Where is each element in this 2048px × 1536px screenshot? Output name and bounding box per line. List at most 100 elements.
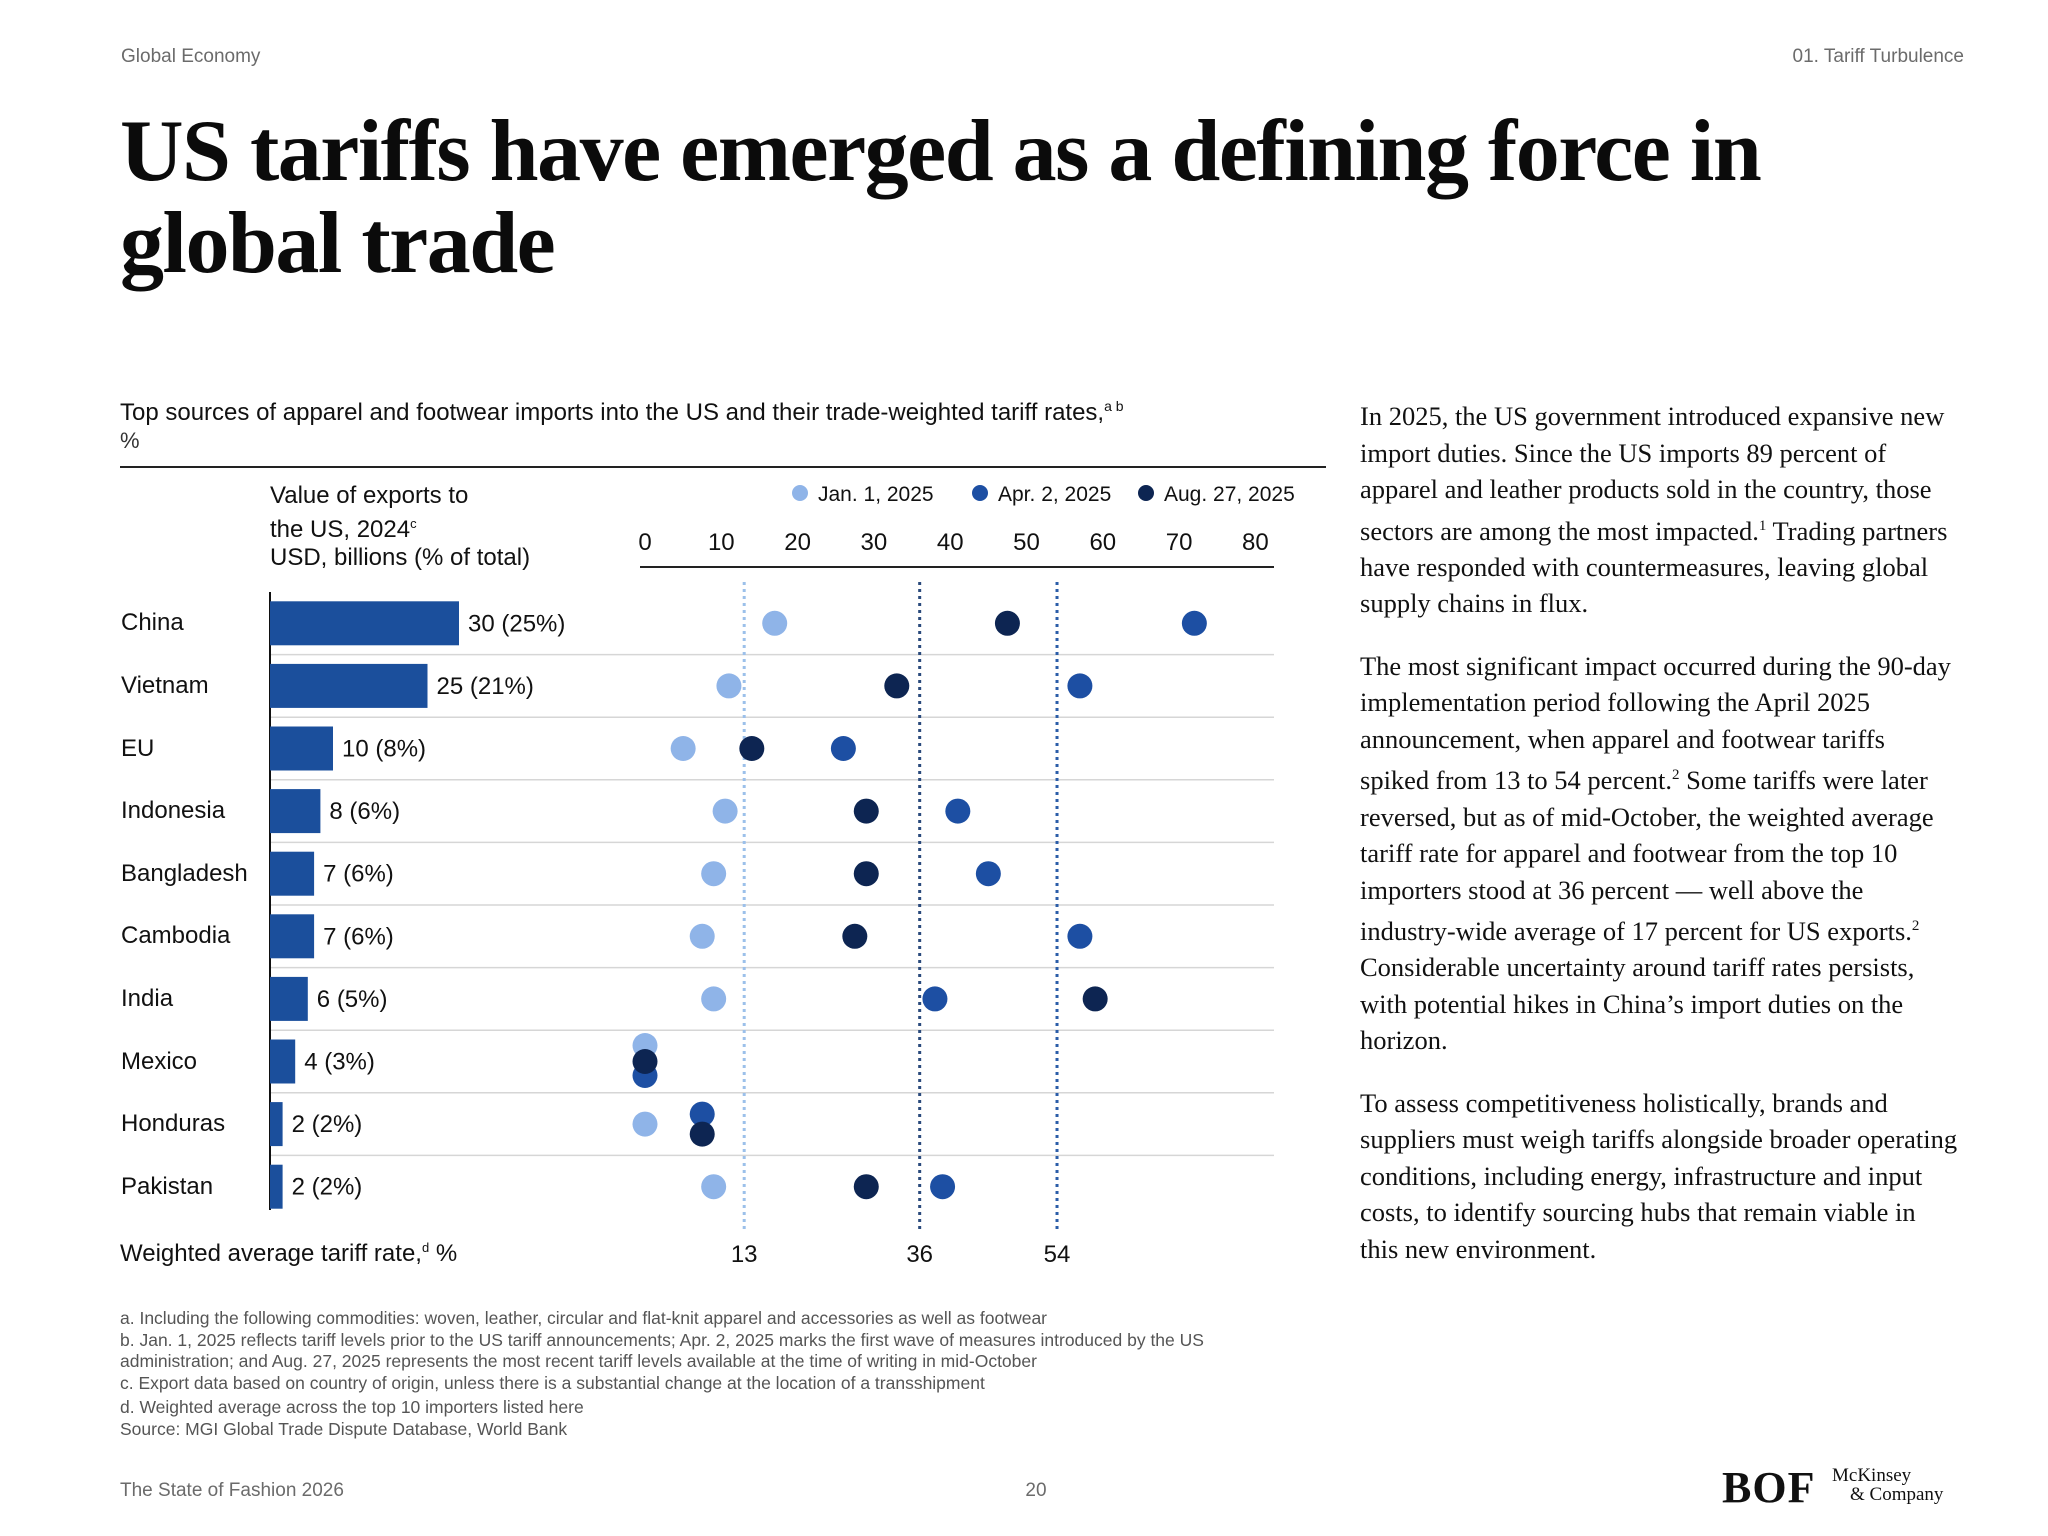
x-tick-label-80: 80 — [1242, 529, 1269, 556]
export-bar-india — [270, 976, 308, 1021]
legend-label-apr-2-2025: Apr. 2, 2025 — [998, 483, 1111, 506]
export-value-label-eu: 10 (8%) — [342, 736, 426, 763]
export-bar-vietnam — [270, 663, 428, 708]
footnote-source: Source: MGI Global Trade Dispute Databas… — [120, 1418, 568, 1439]
chapter-label: 01. Tariff Turbulence — [1792, 46, 1964, 67]
tariff-dot-honduras-jan-1-2025 — [632, 1111, 658, 1137]
export-value-label-mexico: 4 (3%) — [304, 1049, 375, 1076]
export-bar-cambodia — [270, 914, 315, 959]
tariff-dot-honduras-aug-27-2025 — [689, 1121, 715, 1147]
chart-unit: % — [120, 428, 140, 453]
tariff-dot-pakistan-apr-2-2025 — [930, 1174, 956, 1200]
weighted-average-value-36: 36 — [906, 1241, 933, 1268]
paragraph-2: The most significant impact occurred dur… — [1360, 650, 1951, 1056]
export-bar-honduras — [270, 1102, 283, 1147]
value-header-line-3: USD, billions (% of total) — [270, 544, 531, 571]
tariff-dot-indonesia-apr-2-2025 — [945, 798, 971, 824]
tariff-dot-mexico-aug-27-2025 — [632, 1049, 658, 1074]
tariff-dot-vietnam-apr-2-2025 — [1067, 673, 1093, 699]
weighted-average-label: Weighted average tariff rate,d % — [120, 1240, 458, 1267]
paragraph-1-footnote-ref: 1 — [1758, 517, 1767, 534]
body-text: In 2025, the US government introduced ex… — [1360, 398, 1960, 1293]
tariff-dot-pakistan-jan-1-2025 — [701, 1174, 727, 1200]
export-value-label-china: 30 (25%) — [468, 610, 565, 637]
chart-top-rule — [120, 466, 1326, 468]
tariff-dot-bangladesh-jan-1-2025 — [701, 861, 727, 887]
tariff-dot-indonesia-jan-1-2025 — [712, 798, 738, 824]
paragraph-3: To assess competitiveness holistically, … — [1360, 1087, 1958, 1264]
tariff-dot-honduras-apr-2-2025 — [689, 1101, 715, 1127]
chart-title-footnote-ref: a b — [1104, 398, 1124, 414]
paragraph-2-footnote-ref-1: 2 — [1672, 767, 1680, 784]
country-label-vietnam: Vietnam — [121, 671, 209, 699]
tariff-dot-vietnam-aug-27-2025 — [884, 673, 910, 699]
tariff-dot-eu-aug-27-2025 — [739, 736, 765, 761]
footnote-b-cont: administration; and Aug. 27, 2025 repres… — [120, 1351, 1037, 1371]
export-bar-mexico — [270, 1039, 296, 1084]
publication-name: The State of Fashion 2026 — [120, 1480, 344, 1501]
weighted-average-value-13: 13 — [731, 1241, 758, 1268]
paragraph-1: In 2025, the US government introduced ex… — [1360, 401, 1948, 619]
tariff-dot-china-aug-27-2025 — [994, 610, 1020, 636]
tariff-dot-pakistan-aug-27-2025 — [853, 1174, 879, 1200]
export-bar-bangladesh — [270, 851, 315, 896]
tariff-dot-bangladesh-apr-2-2025 — [975, 861, 1001, 887]
page-title: US tariffs have emerged as a defining fo… — [120, 103, 1762, 292]
tariff-dot-india-jan-1-2025 — [701, 986, 727, 1012]
mckinsey-logo: McKinsey & Company — [1832, 1465, 1944, 1505]
export-bar-eu — [270, 726, 333, 771]
tariff-dot-indonesia-aug-27-2025 — [853, 798, 879, 824]
section-label: Global Economy — [121, 46, 261, 67]
country-label-india: India — [121, 984, 174, 1012]
country-label-cambodia: Cambodia — [121, 922, 231, 950]
tariff-dot-india-apr-2-2025 — [922, 986, 948, 1012]
paragraph-2-footnote-ref-2: 2 — [1911, 918, 1920, 935]
x-tick-label-30: 30 — [861, 529, 888, 556]
value-header-line-1: Value of exports to — [270, 482, 469, 509]
export-value-label-honduras: 2 (2%) — [292, 1111, 363, 1138]
x-tick-label-70: 70 — [1166, 529, 1193, 556]
footnote-c: c. Export data based on country of origi… — [120, 1372, 985, 1393]
export-bar-indonesia — [270, 789, 321, 834]
bof-logo: BOF — [1722, 1463, 1816, 1512]
country-label-honduras: Honduras — [121, 1110, 226, 1138]
x-tick-label-50: 50 — [1013, 529, 1040, 556]
tariff-dot-china-apr-2-2025 — [1181, 610, 1207, 636]
x-tick-label-20: 20 — [784, 529, 811, 556]
export-value-label-vietnam: 25 (21%) — [437, 673, 534, 700]
weighted-label-footnote-ref: d — [421, 1240, 430, 1255]
footnotes: a. Including the following commodities: … — [120, 1308, 1330, 1440]
legend-dot-apr-2-2025 — [972, 485, 988, 501]
tariff-dot-bangladesh-aug-27-2025 — [853, 861, 879, 887]
chart-title-text: Top sources of apparel and footwear impo… — [120, 399, 1105, 426]
export-value-label-bangladesh: 7 (6%) — [323, 861, 394, 888]
value-header-footnote-ref: c — [410, 516, 417, 531]
export-value-label-pakistan: 2 (2%) — [292, 1174, 363, 1201]
legend-label-aug-27-2025: Aug. 27, 2025 — [1164, 483, 1295, 506]
tariff-dot-india-aug-27-2025 — [1082, 986, 1108, 1012]
weighted-average-value-54: 54 — [1044, 1241, 1071, 1268]
tariff-dot-eu-jan-1-2025 — [670, 736, 696, 761]
x-tick-label-60: 60 — [1089, 529, 1116, 556]
value-header-line-2: the US, 2024c — [270, 516, 417, 543]
export-value-label-indonesia: 8 (6%) — [329, 798, 400, 825]
tariff-dot-cambodia-aug-27-2025 — [842, 923, 868, 949]
x-tick-label-0: 0 — [638, 529, 651, 556]
x-tick-label-10: 10 — [708, 529, 735, 556]
chart-title: Top sources of apparel and footwear impo… — [120, 398, 1124, 427]
x-tick-label-40: 40 — [937, 529, 964, 556]
tariff-dot-cambodia-jan-1-2025 — [689, 923, 715, 949]
country-label-indonesia: Indonesia — [121, 797, 226, 825]
export-bar-pakistan — [270, 1164, 283, 1209]
export-bar-china — [270, 601, 459, 646]
country-label-pakistan: Pakistan — [121, 1172, 214, 1200]
country-label-china: China — [121, 609, 184, 637]
footnote-d: d. Weighted average across the top 10 im… — [120, 1397, 584, 1417]
tariff-dot-china-jan-1-2025 — [762, 610, 788, 636]
country-label-eu: EU — [121, 734, 155, 762]
export-value-label-india: 6 (5%) — [317, 986, 388, 1013]
legend-label-jan-1-2025: Jan. 1, 2025 — [818, 483, 934, 506]
value-column-header: Value of exports to the US, 2024c USD, b… — [270, 482, 530, 572]
tariff-chart: 0 10 20 30 40 50 60 70 80 Jan. 1, 2025 Apr. 2, 202… — [269, 483, 1295, 1268]
tariff-dot-cambodia-apr-2-2025 — [1067, 923, 1093, 949]
